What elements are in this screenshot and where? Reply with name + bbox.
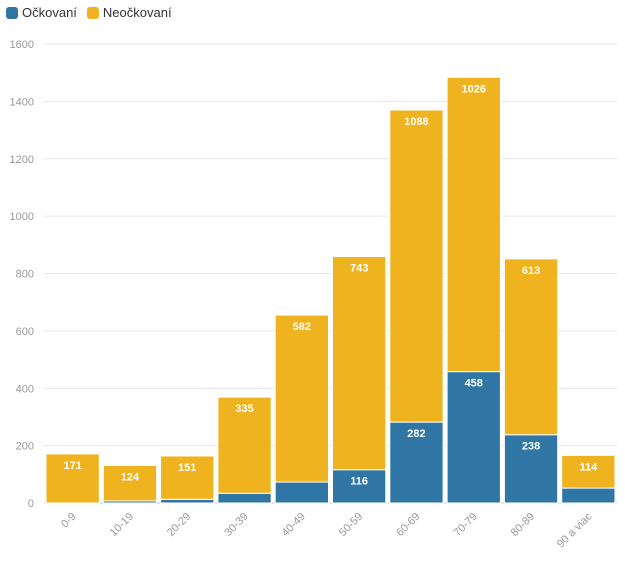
bar-unvaccinated[interactable]: [217, 396, 272, 494]
data-label: 582: [293, 321, 311, 333]
x-tick-label: 10-19: [108, 511, 136, 539]
y-tick-label: 1600: [10, 39, 34, 51]
y-tick-label: 800: [16, 269, 34, 281]
data-label: 335: [235, 403, 253, 415]
legend-swatch-vaccinated: [6, 6, 18, 19]
y-tick-label: 400: [16, 383, 34, 395]
y-tick-label: 1400: [10, 96, 34, 108]
data-label: 151: [178, 462, 196, 474]
y-tick-label: 200: [16, 441, 34, 453]
data-label: 1088: [404, 116, 428, 128]
legend-item-unvaccinated[interactable]: Neočkovaní: [86, 5, 172, 20]
bar-vaccinated[interactable]: [446, 371, 501, 504]
legend-swatch-unvaccinated: [86, 6, 99, 19]
legend-label-unvaccinated: Neočkovaní: [102, 5, 172, 20]
data-label: 238: [522, 441, 540, 453]
bar-unvaccinated[interactable]: [503, 258, 559, 436]
bar-unvaccinated[interactable]: [389, 109, 444, 423]
data-label: 124: [121, 471, 140, 483]
data-label: 282: [407, 428, 425, 440]
y-tick-label: 1200: [10, 154, 34, 166]
data-label: 114: [579, 461, 598, 473]
bar-unvaccinated[interactable]: [332, 256, 387, 471]
legend-item-vaccinated[interactable]: Očkovaní: [6, 5, 77, 20]
x-tick-label: 20-29: [165, 511, 193, 539]
bar-unvaccinated[interactable]: [446, 76, 501, 373]
bar-vaccinated[interactable]: [332, 469, 387, 504]
x-tick-label: 40-49: [280, 511, 308, 539]
bar-unvaccinated[interactable]: [45, 453, 100, 504]
bar-vaccinated[interactable]: [389, 421, 444, 504]
bar-vaccinated[interactable]: [217, 492, 272, 504]
x-tick-label: 30-39: [222, 511, 250, 539]
legend-label-vaccinated: Očkovaní: [22, 5, 77, 20]
y-tick-label: 0: [28, 498, 34, 510]
bar-vaccinated[interactable]: [503, 434, 559, 504]
legend: Očkovaní Neočkovaní: [6, 5, 172, 20]
bar-unvaccinated[interactable]: [274, 314, 330, 483]
data-label: 116: [350, 476, 368, 488]
data-label: 458: [465, 378, 483, 390]
data-label: 1026: [462, 83, 486, 95]
bar-unvaccinated[interactable]: [561, 454, 616, 489]
x-tick-label: 60-69: [394, 511, 422, 539]
data-label: 171: [63, 460, 81, 472]
bar-vaccinated[interactable]: [274, 481, 330, 504]
data-label: 613: [522, 265, 540, 277]
x-tick-label: 80-89: [509, 511, 537, 539]
bar-unvaccinated[interactable]: [160, 455, 215, 500]
y-tick-label: 1000: [10, 211, 34, 223]
y-tick-label: 600: [16, 326, 34, 338]
bar-vaccinated[interactable]: [561, 487, 616, 504]
x-tick-label: 0-9: [59, 511, 79, 531]
data-label: 743: [350, 263, 368, 275]
x-tick-label: 70-79: [451, 511, 479, 539]
bar-vaccinated[interactable]: [160, 498, 215, 504]
bar-unvaccinated[interactable]: [102, 464, 158, 502]
x-tick-label: 50-59: [337, 511, 365, 539]
x-tick-label: 90 a viac: [555, 510, 595, 550]
